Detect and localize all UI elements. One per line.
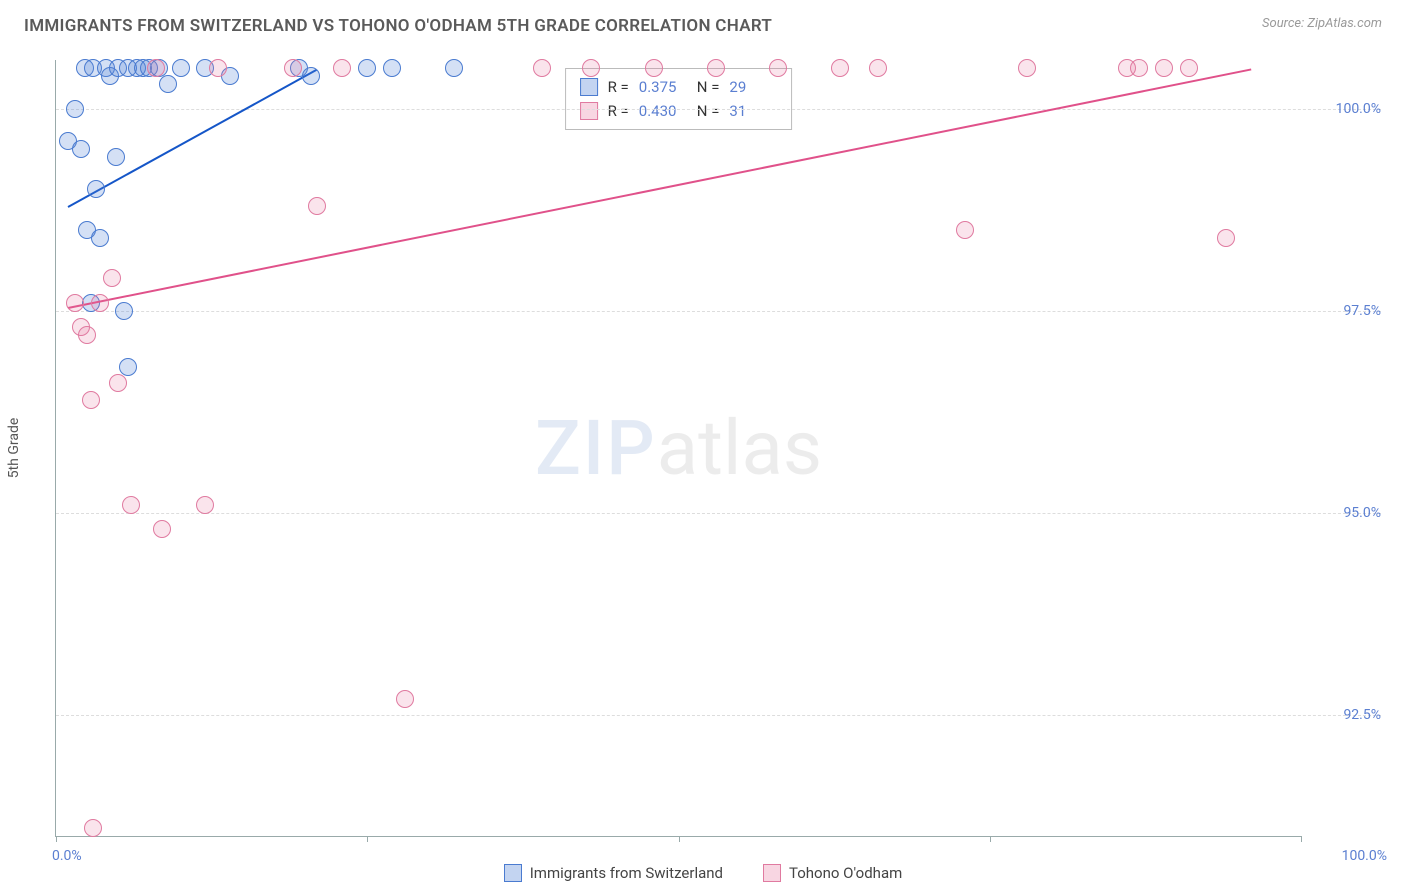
n-value-b: 31 [729, 99, 777, 123]
data-point [66, 294, 84, 312]
r-label: R = [608, 75, 629, 99]
data-point [82, 391, 100, 409]
data-point [115, 302, 133, 320]
data-point [308, 197, 326, 215]
x-tick [679, 836, 680, 842]
data-point [159, 75, 177, 93]
data-point [956, 221, 974, 239]
data-point [119, 358, 137, 376]
data-point [707, 59, 725, 77]
data-point [91, 294, 109, 312]
correlation-stats-box: R = 0.375 N = 29 R = 0.430 N = 31 [565, 68, 793, 130]
data-point [107, 148, 125, 166]
legend-item-b: Tohono O'odham [763, 864, 902, 882]
data-point [284, 59, 302, 77]
data-point [333, 59, 351, 77]
n-label: N = [697, 99, 720, 123]
source-credit: Source: ZipAtlas.com [1262, 16, 1382, 31]
swatch-series-a [504, 864, 522, 882]
y-axis-label: 5th Grade [6, 418, 22, 479]
r-value-b: 0.430 [639, 99, 687, 123]
data-point [87, 180, 105, 198]
data-point [78, 326, 96, 344]
data-point [1180, 59, 1198, 77]
data-point [122, 496, 140, 514]
gridline [56, 109, 1381, 110]
data-point [103, 269, 121, 287]
data-point [196, 496, 214, 514]
watermark-part1: ZIP [535, 403, 657, 493]
x-tick [1301, 836, 1302, 842]
swatch-series-b [763, 864, 781, 882]
data-point [383, 59, 401, 77]
legend-item-a: Immigrants from Switzerland [504, 864, 723, 882]
data-point [172, 59, 190, 77]
legend-label-b: Tohono O'odham [789, 864, 902, 882]
x-tick [367, 836, 368, 842]
y-tick-label: 97.5% [1311, 303, 1381, 319]
gridline [56, 513, 1381, 514]
n-value-a: 29 [729, 75, 777, 99]
data-point [1155, 59, 1173, 77]
stats-row-series-a: R = 0.375 N = 29 [580, 75, 778, 99]
data-point [445, 59, 463, 77]
gridline [56, 715, 1381, 716]
data-point [153, 520, 171, 538]
data-point [869, 59, 887, 77]
trend-line-a [68, 68, 318, 207]
x-tick [56, 836, 57, 842]
legend-label-a: Immigrants from Switzerland [530, 864, 723, 882]
data-point [66, 100, 84, 118]
data-point [831, 59, 849, 77]
data-point [72, 140, 90, 158]
watermark: ZIPatlas [535, 403, 822, 493]
n-label: N = [697, 75, 720, 99]
x-axis-max-label: 100.0% [1342, 848, 1387, 864]
data-point [1217, 229, 1235, 247]
data-point [1018, 59, 1036, 77]
chart-area: ZIPatlas 5th Grade 0.0% 100.0% R = 0.375… [55, 60, 1301, 837]
data-point [582, 59, 600, 77]
plot-region: ZIPatlas 5th Grade 0.0% 100.0% R = 0.375… [55, 60, 1301, 837]
r-label: R = [608, 99, 629, 123]
data-point [209, 59, 227, 77]
footer-legend: Immigrants from Switzerland Tohono O'odh… [0, 864, 1406, 882]
data-point [769, 59, 787, 77]
watermark-part2: atlas [657, 403, 822, 493]
data-point [302, 67, 320, 85]
gridline [56, 311, 1381, 312]
chart-title: IMMIGRANTS FROM SWITZERLAND VS TOHONO O'… [24, 16, 772, 36]
stats-row-series-b: R = 0.430 N = 31 [580, 99, 778, 123]
x-tick [990, 836, 991, 842]
data-point [358, 59, 376, 77]
data-point [645, 59, 663, 77]
data-point [1130, 59, 1148, 77]
data-point [533, 59, 551, 77]
y-tick-label: 95.0% [1311, 505, 1381, 521]
data-point [147, 59, 165, 77]
data-point [396, 690, 414, 708]
data-point [109, 374, 127, 392]
x-axis-min-label: 0.0% [52, 848, 82, 864]
swatch-series-b [580, 102, 598, 120]
y-tick-label: 92.5% [1311, 707, 1381, 723]
swatch-series-a [580, 78, 598, 96]
y-tick-label: 100.0% [1311, 101, 1381, 117]
data-point [84, 819, 102, 837]
data-point [91, 229, 109, 247]
r-value-a: 0.375 [639, 75, 687, 99]
